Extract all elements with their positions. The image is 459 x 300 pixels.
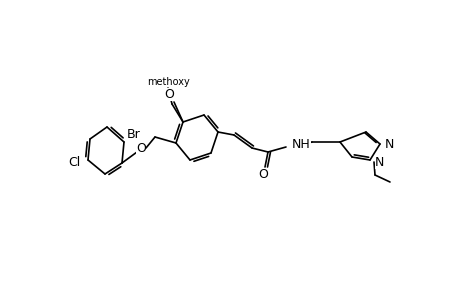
Text: Br: Br <box>127 128 140 140</box>
Text: O: O <box>164 88 174 100</box>
Text: N: N <box>384 137 393 151</box>
Text: methoxy: methoxy <box>147 77 190 87</box>
Text: O: O <box>136 142 146 154</box>
Text: NH: NH <box>291 137 310 151</box>
Text: Cl: Cl <box>68 155 80 169</box>
Text: N: N <box>374 155 384 169</box>
Text: O: O <box>257 169 267 182</box>
